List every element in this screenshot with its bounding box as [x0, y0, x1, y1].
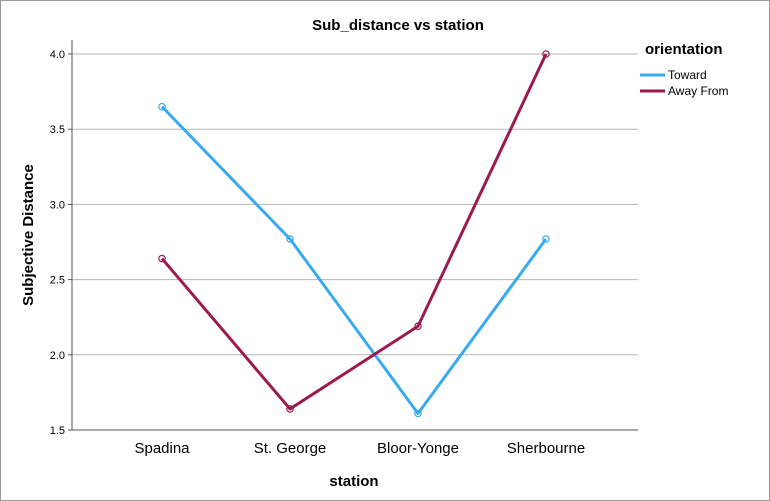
data-point: [414, 409, 422, 418]
chart-title: Sub_distance vs station: [312, 17, 484, 34]
y-tick-label: 1.5: [50, 425, 65, 437]
y-axis-label: Subjective Distance: [20, 164, 37, 306]
series-line: [160, 53, 548, 411]
x-tick-label: Bloor-Yonge: [377, 440, 459, 457]
series-group: [158, 50, 550, 418]
data-point: [542, 235, 550, 243]
x-axis-label: station: [329, 473, 378, 490]
data-point: [286, 235, 294, 243]
y-tick-label: 4.0: [50, 49, 65, 61]
grid-lines: [72, 53, 638, 356]
y-tick-label: 3.5: [50, 124, 65, 136]
x-tick-label: St. George: [254, 440, 327, 457]
x-tick-label: Spadina: [134, 440, 190, 457]
legend-label: Away From: [668, 84, 728, 98]
legend-title: orientation: [645, 41, 723, 58]
data-point: [542, 50, 550, 58]
y-tick-label: 2.0: [50, 350, 65, 362]
y-axis-ticks: 1.5 2.0 2.5 3.0 3.5 4.0: [50, 49, 72, 437]
y-tick-label: 3.0: [50, 199, 65, 211]
x-axis-ticks: Spadina St. George Bloor-Yonge Sherbourne: [134, 440, 585, 457]
legend: orientation Toward Away From: [640, 41, 728, 98]
series-line: [160, 105, 548, 415]
y-tick-label: 2.5: [50, 275, 65, 287]
legend-label: Toward: [668, 68, 707, 82]
data-point: [158, 254, 166, 263]
data-point: [414, 322, 422, 331]
data-point: [286, 405, 294, 413]
x-tick-label: Sherbourne: [507, 440, 585, 457]
data-point: [158, 102, 166, 111]
